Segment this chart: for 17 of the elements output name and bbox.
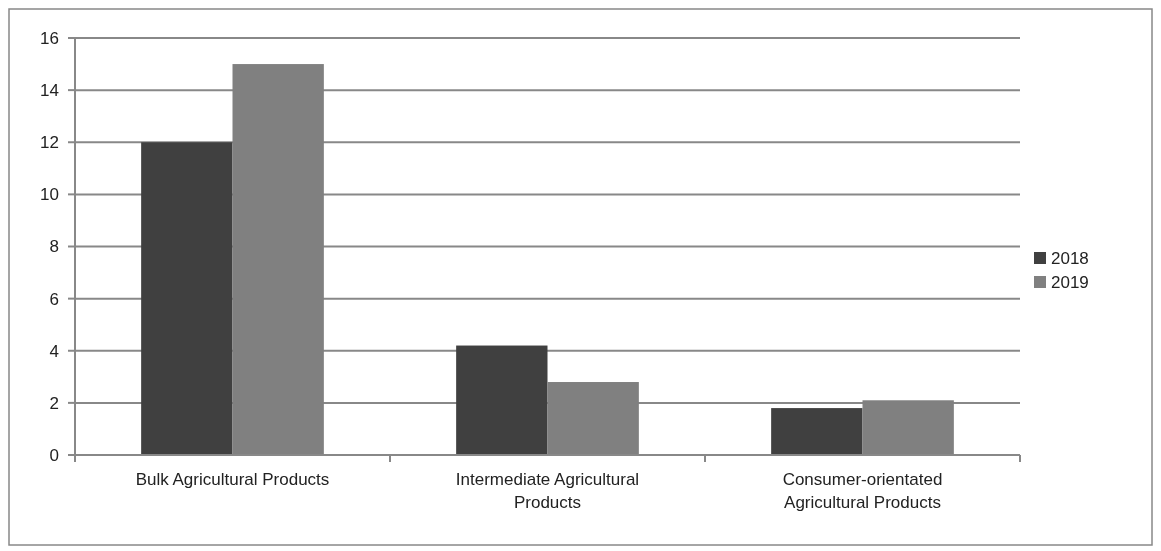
x-tick-label: Bulk Agricultural Products xyxy=(135,470,330,489)
legend-label: 2018 xyxy=(1051,248,1089,268)
y-tick-label: 16 xyxy=(40,28,59,48)
bar xyxy=(456,345,548,455)
y-tick-label: 6 xyxy=(49,289,59,309)
y-tick-label: 4 xyxy=(49,341,59,361)
y-tick-label: 8 xyxy=(49,237,59,257)
y-tick-label: 14 xyxy=(40,81,59,101)
y-tick-label: 2 xyxy=(49,393,59,413)
y-tick-label: 10 xyxy=(40,185,59,205)
bar xyxy=(771,408,863,455)
bar xyxy=(141,142,233,455)
y-tick-label: 0 xyxy=(49,445,59,465)
legend-label: 2019 xyxy=(1051,272,1089,292)
y-tick-label: 12 xyxy=(40,133,59,153)
x-tick-label: Consumer-orientated Agricultural Products xyxy=(782,470,943,512)
x-tick-label: Intermediate Agricultural Products xyxy=(455,470,640,512)
